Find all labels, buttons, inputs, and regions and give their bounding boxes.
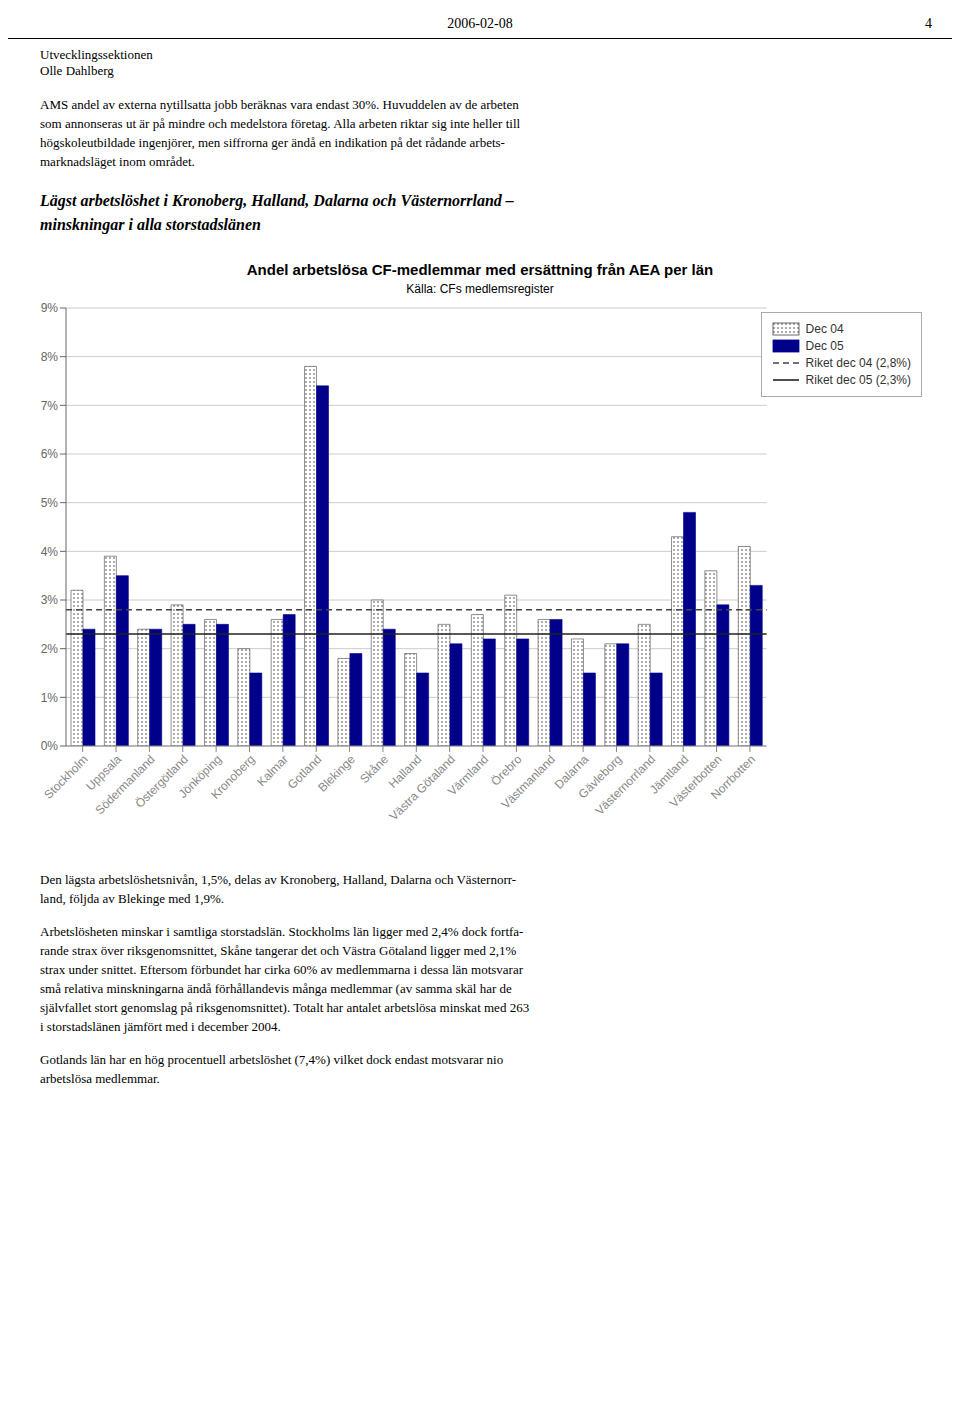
html-text:Lägst arbetslöshet i Kronoberg: Lägst arbetslöshet i Kronoberg, Halland,…	[40, 192, 514, 209]
svg-text:Östergötland: Östergötland	[132, 752, 190, 810]
svg-text:Skåne: Skåne	[357, 752, 392, 787]
html-text:2006-02-08: 2006-02-08	[447, 16, 513, 31]
svg-text:Gävleborg: Gävleborg	[575, 752, 625, 802]
html-text:självfallet stort genomslag på: självfallet stort genomslag på riksgenom…	[40, 1000, 530, 1015]
svg-text:8%: 8%	[41, 350, 59, 364]
html-text:arbetslösa medlemmar.: arbetslösa medlemmar.	[40, 1071, 160, 1086]
svg-text:3%: 3%	[41, 593, 59, 607]
html-text:rande strax över riksgenomsnit: rande strax över riksgenomsnittet, Skåne…	[40, 943, 517, 958]
html-text:som annonseras ut är på mindre: som annonseras ut är på mindre och medel…	[40, 116, 521, 131]
html-text:Andel arbetslösa CF-medlemmar: Andel arbetslösa CF-medlemmar med ersätt…	[246, 261, 714, 278]
html-text:Dec 05: Dec 05	[805, 339, 844, 353]
svg-text:Halland: Halland	[385, 752, 425, 791]
html-text:Olle Dahlberg: Olle Dahlberg	[40, 63, 114, 78]
svg-text:Kronoberg: Kronoberg	[208, 752, 258, 802]
html-text:Dec 04: Dec 04	[805, 322, 844, 336]
svg-text:0%: 0%	[41, 739, 59, 753]
svg-text:Södermanland: Södermanland	[92, 752, 158, 818]
svg-text:Uppsala: Uppsala	[83, 752, 125, 794]
svg-text:7%: 7%	[41, 399, 59, 413]
html-text:Källa: CFs medlemsregister: Källa: CFs medlemsregister	[406, 282, 554, 296]
html-text:Utvecklingssektionen: Utvecklingssektionen	[40, 47, 153, 62]
html-text:Arbetslösheten minskar i samtl: Arbetslösheten minskar i samtliga storst…	[40, 924, 524, 939]
svg-text:Västmanland: Västmanland	[498, 752, 557, 811]
html-text:Den lägsta arbetslöshetsnivån,: Den lägsta arbetslöshetsnivån, 1,5%, del…	[40, 872, 517, 887]
html-text:Riket dec 04 (2,8%): Riket dec 04 (2,8%)	[805, 356, 911, 370]
svg-text:9%: 9%	[41, 301, 59, 315]
svg-text:5%: 5%	[41, 496, 59, 510]
html-text:minskningar i alla storstadslä: minskningar i alla storstadslänen	[40, 216, 261, 233]
svg-text:Kalmar: Kalmar	[254, 752, 291, 789]
svg-text:2%: 2%	[41, 642, 59, 656]
html-text:Riket dec 05 (2,3%): Riket dec 05 (2,3%)	[805, 373, 911, 387]
svg-text:4%: 4%	[41, 545, 59, 559]
svg-text:Västernorrland: Västernorrland	[592, 752, 658, 818]
svg-text:Jönköping: Jönköping	[175, 752, 225, 801]
html-text:små relativa minskningarna änd: små relativa minskningarna ändå förhålla…	[40, 981, 512, 996]
html-text:högskoleutbildade ingenjörer,: högskoleutbildade ingenjörer, men siffro…	[40, 135, 505, 150]
svg-text:6%: 6%	[41, 447, 59, 461]
html-text:i storstadslänen jämfört med i: i storstadslänen jämfört med i december …	[40, 1019, 281, 1034]
html-text:AMS andel av externa nytillsat: AMS andel av externa nytillsatta jobb be…	[40, 97, 519, 112]
svg-text:Dalarna: Dalarna	[551, 752, 592, 792]
svg-text:Västra Götaland: Västra Götaland	[386, 752, 458, 824]
svg-text:Västerbotten: Västerbotten	[666, 752, 725, 811]
svg-text:Gotland: Gotland	[284, 752, 325, 792]
svg-text:1%: 1%	[41, 691, 59, 705]
svg-text:Örebro: Örebro	[488, 752, 525, 789]
svg-text:Stockholm: Stockholm	[41, 752, 91, 802]
html-text:strax under snittet. Eftersom: strax under snittet. Eftersom förbundet …	[40, 962, 523, 977]
html-text:land, följda av Blekinge med 1: land, följda av Blekinge med 1,9%.	[40, 891, 225, 906]
html-text:4: 4	[925, 16, 932, 31]
svg-text:Blekinge: Blekinge	[315, 752, 358, 795]
svg-text:Värmland: Värmland	[445, 752, 491, 798]
html-text:marknadsläget inom området.: marknadsläget inom området.	[40, 154, 195, 169]
svg-text:Jämtland: Jämtland	[647, 752, 692, 797]
svg-text:Norrbotten: Norrbotten	[708, 752, 758, 802]
html-text:Gotlands län har en hög procen: Gotlands län har en hög procentuell arbe…	[40, 1052, 504, 1067]
